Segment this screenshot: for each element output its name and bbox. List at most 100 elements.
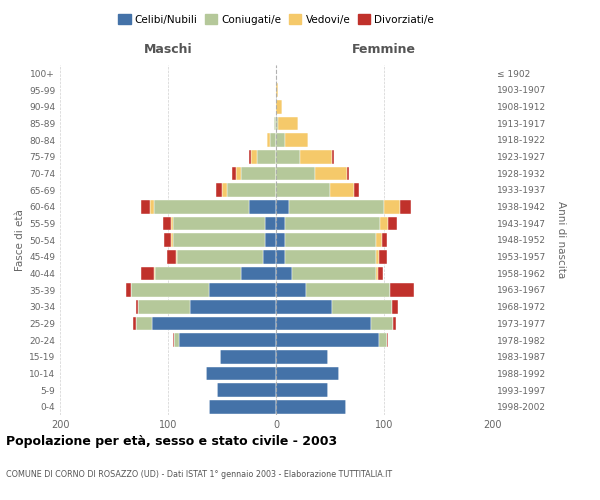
- Bar: [241, 166, 276, 180]
- Bar: [268, 133, 269, 147]
- Bar: [222, 183, 227, 197]
- Bar: [379, 250, 387, 264]
- Text: COMUNE DI CORNO DI ROSAZZO (UD) - Dati ISTAT 1° gennaio 2003 - Elaborazione TUTT: COMUNE DI CORNO DI ROSAZZO (UD) - Dati I…: [6, 470, 392, 479]
- Bar: [392, 300, 398, 314]
- Bar: [289, 200, 384, 213]
- Bar: [163, 216, 171, 230]
- Bar: [388, 216, 397, 230]
- Bar: [257, 150, 276, 164]
- Bar: [232, 166, 236, 180]
- Bar: [241, 266, 276, 280]
- Text: Femmine: Femmine: [352, 43, 416, 56]
- Bar: [284, 233, 376, 247]
- Bar: [133, 316, 136, 330]
- Bar: [164, 233, 171, 247]
- Bar: [175, 333, 179, 347]
- Bar: [276, 116, 278, 130]
- Bar: [220, 350, 276, 364]
- Bar: [227, 183, 276, 197]
- Bar: [131, 283, 209, 297]
- Bar: [171, 216, 173, 230]
- Bar: [154, 266, 155, 280]
- Bar: [141, 266, 154, 280]
- Bar: [154, 200, 249, 213]
- Y-axis label: Fasce di età: Fasce di età: [15, 209, 25, 271]
- Bar: [176, 250, 263, 264]
- Bar: [173, 216, 265, 230]
- Bar: [236, 166, 241, 180]
- Bar: [251, 150, 257, 164]
- Bar: [276, 300, 332, 314]
- Bar: [217, 383, 276, 397]
- Bar: [379, 333, 387, 347]
- Y-axis label: Anni di nascita: Anni di nascita: [556, 202, 566, 278]
- Bar: [276, 383, 328, 397]
- Bar: [278, 116, 298, 130]
- Bar: [190, 300, 276, 314]
- Bar: [276, 333, 379, 347]
- Bar: [265, 216, 276, 230]
- Bar: [306, 283, 391, 297]
- Bar: [376, 233, 382, 247]
- Bar: [400, 200, 411, 213]
- Legend: Celibi/Nubili, Coniugati/e, Vedovi/e, Divorziati/e: Celibi/Nubili, Coniugati/e, Vedovi/e, Di…: [114, 10, 438, 29]
- Bar: [136, 316, 152, 330]
- Text: Popolazione per età, sesso e stato civile - 2003: Popolazione per età, sesso e stato civil…: [6, 435, 337, 448]
- Bar: [284, 216, 380, 230]
- Bar: [284, 250, 376, 264]
- Bar: [138, 300, 190, 314]
- Bar: [371, 316, 392, 330]
- Bar: [276, 200, 289, 213]
- Bar: [382, 233, 387, 247]
- Bar: [126, 283, 131, 297]
- Bar: [276, 233, 284, 247]
- Bar: [276, 133, 284, 147]
- Bar: [209, 283, 276, 297]
- Bar: [152, 316, 276, 330]
- Bar: [276, 316, 371, 330]
- Bar: [384, 200, 400, 213]
- Bar: [330, 183, 354, 197]
- Bar: [276, 350, 328, 364]
- Bar: [332, 150, 334, 164]
- Bar: [387, 333, 388, 347]
- Bar: [149, 200, 154, 213]
- Bar: [276, 400, 346, 413]
- Bar: [391, 283, 414, 297]
- Bar: [276, 100, 283, 114]
- Bar: [276, 183, 330, 197]
- Bar: [332, 300, 392, 314]
- Bar: [263, 250, 276, 264]
- Bar: [155, 266, 241, 280]
- Bar: [249, 150, 251, 164]
- Bar: [265, 233, 276, 247]
- Bar: [269, 133, 276, 147]
- Bar: [284, 133, 308, 147]
- Bar: [209, 400, 276, 413]
- Bar: [392, 316, 396, 330]
- Text: Maschi: Maschi: [143, 43, 193, 56]
- Bar: [276, 283, 306, 297]
- Bar: [276, 266, 292, 280]
- Bar: [274, 116, 276, 130]
- Bar: [179, 333, 276, 347]
- Bar: [315, 166, 347, 180]
- Bar: [347, 166, 349, 180]
- Bar: [292, 266, 376, 280]
- Bar: [171, 233, 173, 247]
- Bar: [276, 150, 300, 164]
- Bar: [215, 183, 222, 197]
- Bar: [136, 300, 138, 314]
- Bar: [206, 366, 276, 380]
- Bar: [380, 216, 388, 230]
- Bar: [376, 266, 377, 280]
- Bar: [377, 266, 383, 280]
- Bar: [300, 150, 332, 164]
- Bar: [354, 183, 359, 197]
- Bar: [276, 166, 315, 180]
- Bar: [173, 333, 175, 347]
- Bar: [376, 250, 379, 264]
- Bar: [249, 200, 276, 213]
- Bar: [276, 366, 338, 380]
- Bar: [141, 200, 149, 213]
